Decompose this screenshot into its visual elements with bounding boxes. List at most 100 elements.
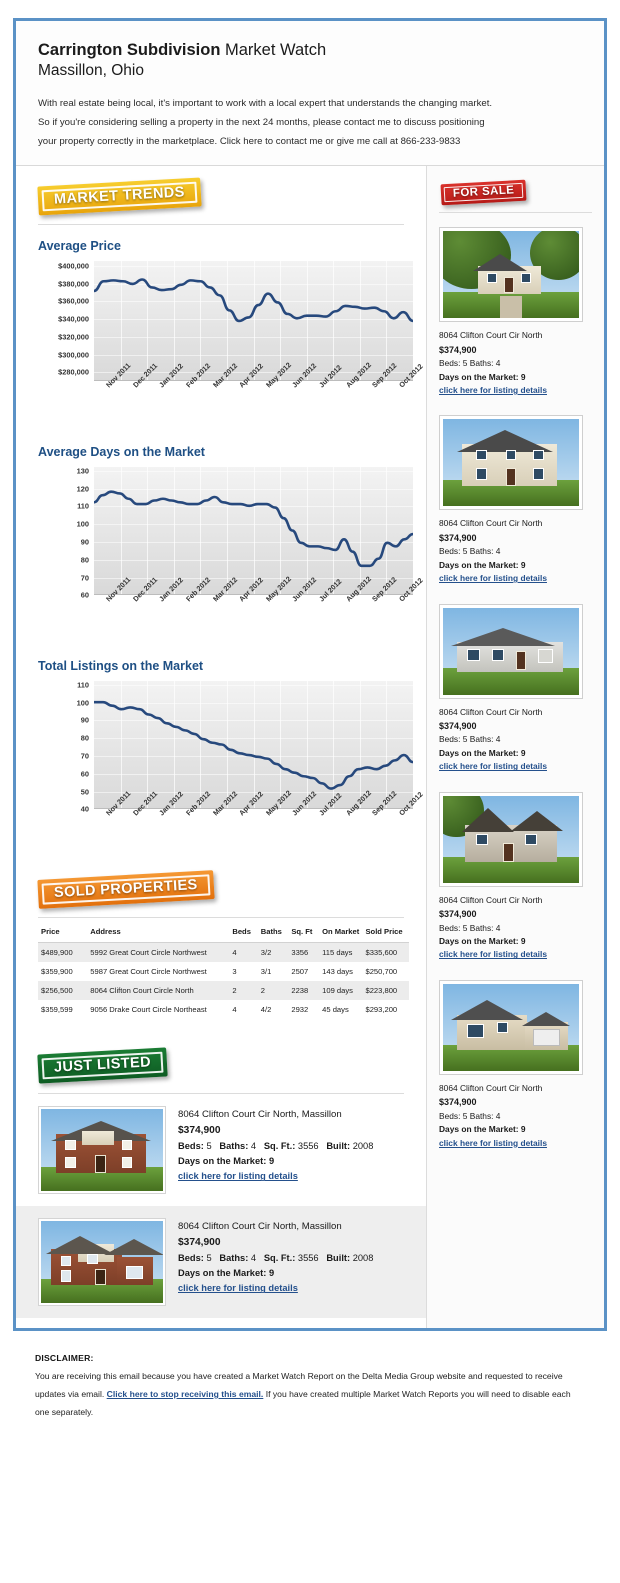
listing-address: 8064 Clifton Court Cir North, Massillon bbox=[178, 1109, 342, 1121]
list-item: 8064 Clifton Court Cir North $374,900 Beds… bbox=[427, 778, 604, 966]
y-axis-tick: $380,000 bbox=[58, 279, 89, 289]
report-body: MARKET TRENDS Average Price $400,000 $380… bbox=[16, 166, 604, 1329]
cell-baths: 2 bbox=[257, 981, 289, 1001]
built-value: 2008 bbox=[352, 1253, 374, 1264]
listing-address: 8064 Clifton Court Cir North, Massillon bbox=[178, 1221, 342, 1233]
cell-baths: 3/2 bbox=[257, 942, 289, 963]
report-header: Carrington Subdivision Market Watch Mass… bbox=[16, 21, 604, 167]
cell-address: 5987 Great Court Circle Northwest bbox=[90, 967, 207, 977]
listing-photo[interactable] bbox=[439, 603, 583, 699]
chart-title: Average Days on the Market bbox=[38, 445, 205, 460]
list-item: 8064 Clifton Court Cir North $374,900 Beds… bbox=[427, 590, 604, 778]
for-sale-list: 8064 Clifton Court Cir North $374,900 Beds… bbox=[427, 213, 604, 1154]
page-subtitle: Massillon, Ohio bbox=[38, 62, 144, 80]
cell-sold-price: $293,200 bbox=[365, 1005, 398, 1015]
listing-info: 8064 Clifton Court Cir North $374,900 Beds… bbox=[439, 706, 592, 774]
listing-details-link[interactable]: click here for listing details bbox=[439, 949, 547, 960]
x-axis: Nov 2011 Dec 2011 Jan 2012 Feb 2012 Mar 2012… bbox=[94, 789, 424, 853]
listing-photo[interactable] bbox=[439, 227, 583, 323]
intro-line-3: your property correctly in the marketpla… bbox=[38, 135, 461, 147]
page-title: Carrington Subdivision Market Watch bbox=[38, 39, 582, 61]
list-item: 8064 Clifton Court Cir North $374,900 Beds… bbox=[427, 213, 604, 401]
intro-line-2: So if you're considering selling a prope… bbox=[38, 116, 485, 128]
chart-series-line bbox=[94, 278, 413, 323]
gridline-vertical bbox=[333, 681, 335, 809]
listing-price: $374,900 bbox=[439, 532, 477, 543]
gridline-vertical bbox=[386, 261, 388, 381]
listing-details-link[interactable]: click here for listing details bbox=[439, 1137, 547, 1148]
main-column: MARKET TRENDS Average Price $400,000 $380… bbox=[16, 166, 426, 1329]
y-axis-tick: $300,000 bbox=[58, 350, 89, 360]
property-photo bbox=[443, 795, 579, 883]
gridline-vertical bbox=[173, 681, 175, 809]
dom-value: 9 bbox=[268, 1268, 275, 1279]
listing-details-link[interactable]: click here for listing details bbox=[439, 573, 547, 584]
listing-address: 8064 Clifton Court Cir North bbox=[439, 1082, 543, 1093]
property-photo bbox=[41, 1221, 163, 1304]
column-header-address: Address bbox=[87, 922, 230, 944]
cell-on-market: 115 days bbox=[319, 942, 363, 963]
listing-photo[interactable] bbox=[439, 415, 583, 511]
x-axis: Nov 2011 Dec 2011 Jan 2012 Feb 2012 Mar 2012… bbox=[94, 361, 424, 425]
listing-price: $374,900 bbox=[178, 1124, 221, 1136]
chart-title: Average Price bbox=[38, 239, 121, 254]
gridline-vertical bbox=[333, 261, 335, 381]
y-axis-tick: $360,000 bbox=[58, 296, 89, 306]
listing-beds-baths: Beds: 5 Baths: 4 bbox=[439, 734, 501, 745]
unsubscribe-link[interactable]: Click here to stop receiving this email. bbox=[106, 1388, 264, 1399]
disclaimer-part-2: If you have created multiple Market Watc… bbox=[35, 1388, 571, 1417]
gridline-vertical bbox=[226, 681, 228, 809]
y-axis-tick: 100 bbox=[76, 519, 89, 529]
table-row: $489,900 5992 Great Court Circle Northwes… bbox=[38, 942, 409, 963]
cell-beds: 4 bbox=[232, 1005, 237, 1015]
column-header-beds: Beds bbox=[229, 922, 258, 944]
divider bbox=[38, 224, 404, 226]
chart-canvas: 110 100 90 80 70 60 50 40 Nov 2011 Dec 2011 Jan 2… bbox=[38, 680, 425, 853]
gridline-vertical bbox=[200, 467, 202, 595]
listing-specs: Beds: 5 Baths: 4 Sq. Ft.: 3556 Built: 20… bbox=[178, 1139, 373, 1154]
for-sale-sidebar: FOR SALE 8064 Clifton Court Cir North $37… bbox=[426, 166, 604, 1329]
x-axis: Nov 2011 Dec 2011 Jan 2012 Feb 2012 Mar 2012… bbox=[94, 575, 424, 639]
property-photo bbox=[443, 983, 579, 1071]
cell-on-market: 45 days bbox=[322, 1005, 349, 1015]
column-header-sold-price: Sold Price bbox=[362, 922, 409, 944]
listing-photo[interactable] bbox=[439, 979, 583, 1075]
listing-beds-baths: Beds: 5 Baths: 4 bbox=[439, 1110, 501, 1121]
cell-sold-price: $223,800 bbox=[362, 981, 409, 1001]
beds-value: 5 bbox=[206, 1141, 212, 1152]
listing-days-on-market: Days on the Market: 9 bbox=[439, 559, 526, 570]
cell-on-market: 109 days bbox=[319, 981, 363, 1001]
listing-photo[interactable] bbox=[38, 1106, 166, 1195]
chart-average-price: Average Price $400,000 $380,000 $360,000 $3… bbox=[16, 225, 426, 431]
listing-details-link[interactable]: click here for listing details bbox=[439, 761, 547, 772]
list-item: 8064 Clifton Court Cir North, Massillon $… bbox=[16, 1206, 426, 1319]
y-axis-tick: 60 bbox=[80, 590, 89, 600]
cell-price: $359,900 bbox=[41, 967, 73, 977]
listing-details-link[interactable]: click here for listing details bbox=[439, 385, 547, 395]
baths-value: 4 bbox=[250, 1141, 257, 1152]
y-axis-tick: 130 bbox=[76, 466, 89, 476]
listing-beds-baths: Beds: 5 Baths: 4 bbox=[439, 358, 501, 369]
gridline-vertical bbox=[306, 681, 308, 809]
sqft-value: 3556 bbox=[297, 1141, 319, 1152]
listing-details-link[interactable]: click here for listing details bbox=[178, 1283, 298, 1294]
cell-address: 9056 Drake Court Circle Northeast bbox=[90, 1005, 207, 1015]
gridline-vertical bbox=[306, 467, 308, 595]
gridline-vertical bbox=[120, 681, 122, 809]
gridline-vertical bbox=[306, 261, 308, 381]
chart-series-line bbox=[94, 490, 413, 568]
disclaimer-body: You are receiving this email because you… bbox=[35, 1368, 585, 1421]
sold-properties-ribbon: SOLD PROPERTIES bbox=[37, 870, 215, 910]
cell-beds: 4 bbox=[229, 942, 258, 963]
y-axis-tick: 60 bbox=[80, 769, 89, 779]
cell-sold-price: $335,600 bbox=[362, 942, 409, 963]
divider bbox=[439, 212, 592, 214]
listing-price: $374,900 bbox=[178, 1236, 221, 1248]
chart-total-listings: Total Listings on the Market 110 100 90 80 7… bbox=[16, 645, 426, 859]
list-item: 8064 Clifton Court Cir North $374,900 Beds… bbox=[427, 401, 604, 589]
listing-photo[interactable] bbox=[439, 791, 583, 887]
listing-details-link[interactable]: click here for listing details bbox=[178, 1171, 298, 1182]
list-item: 8064 Clifton Court Cir North, Massillon $… bbox=[16, 1094, 426, 1206]
cell-baths: 4/2 bbox=[260, 1005, 272, 1015]
listing-photo[interactable] bbox=[38, 1218, 166, 1307]
